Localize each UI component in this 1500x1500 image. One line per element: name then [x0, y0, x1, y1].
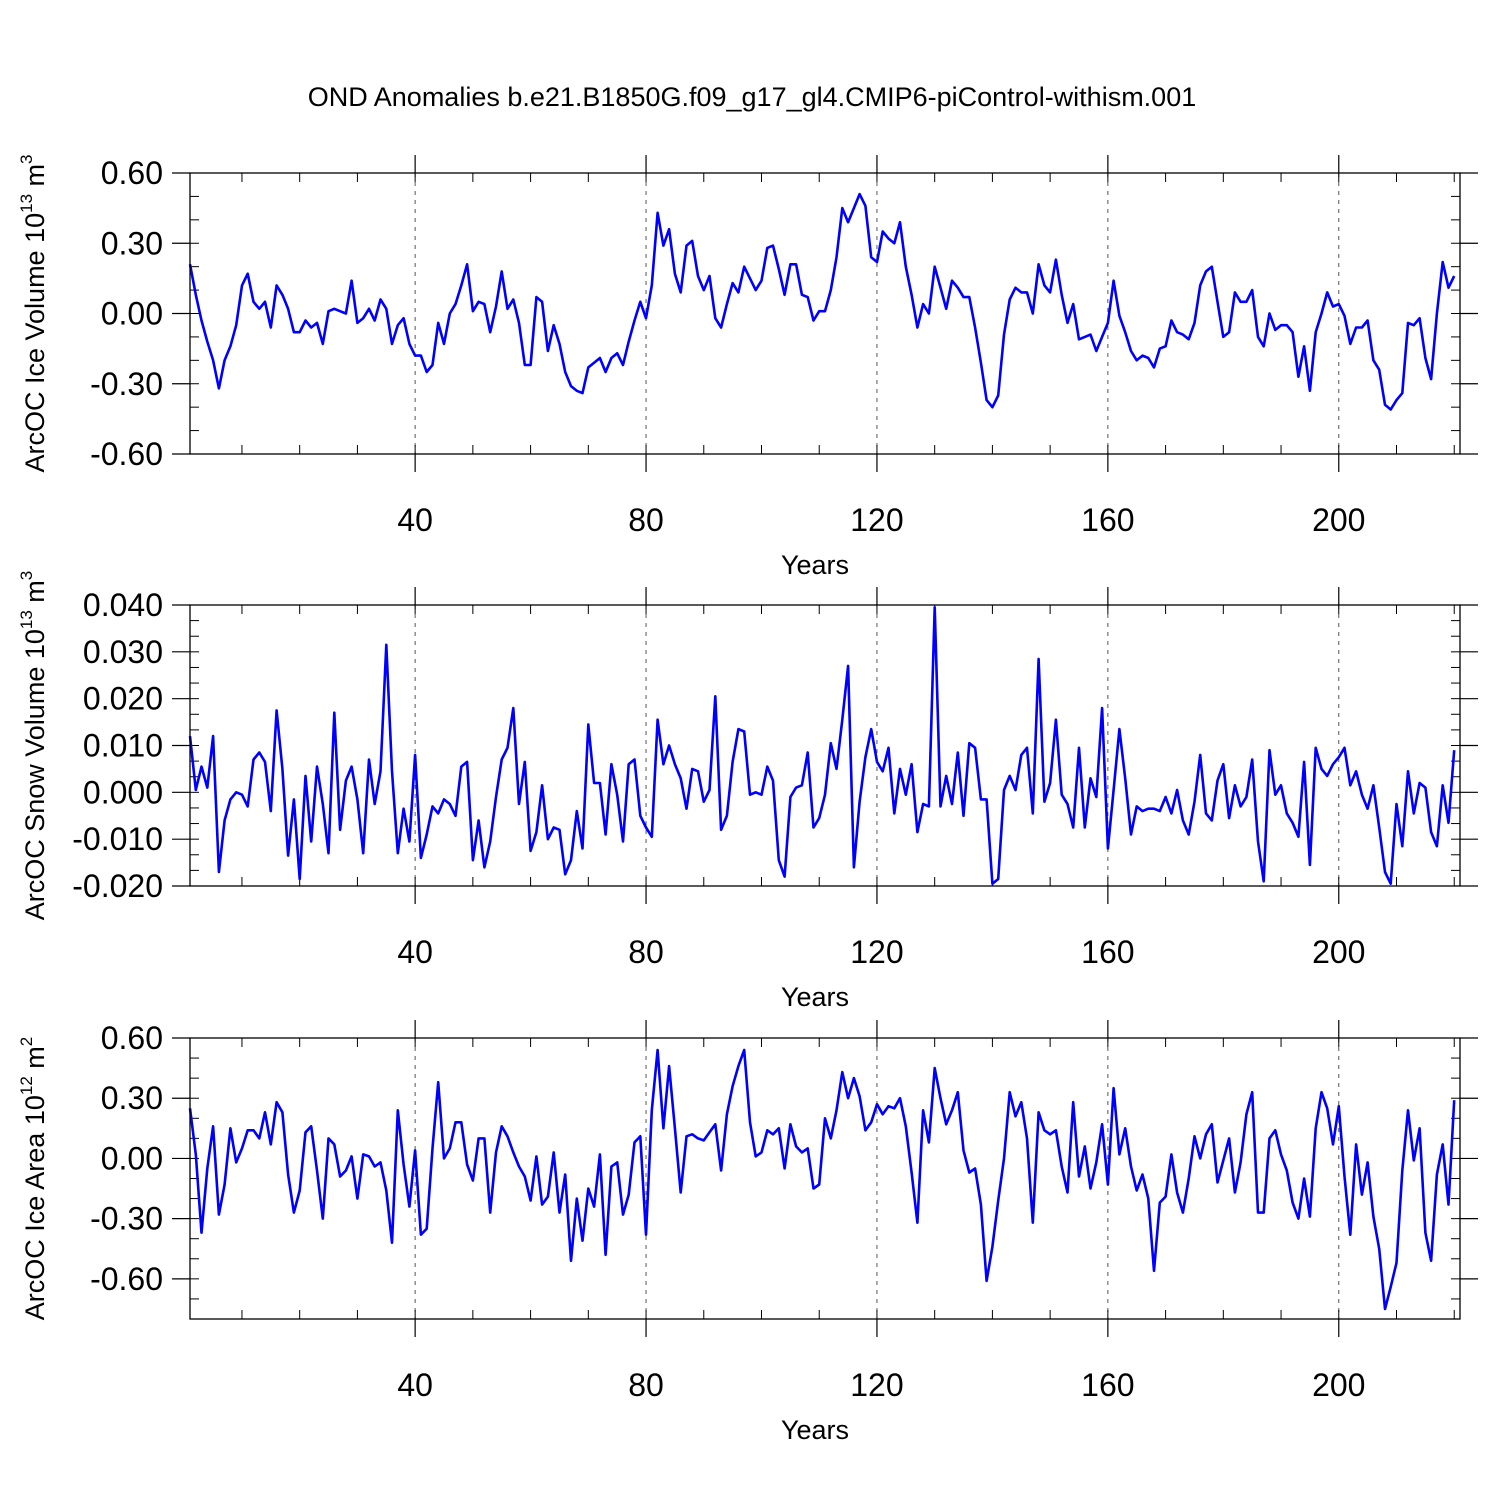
- x-tick-label: 40: [397, 934, 433, 970]
- y-axis-title-text: ArcOC Snow Volume 10: [20, 629, 50, 920]
- y-axis-title-superscript: 13: [17, 610, 36, 629]
- panel-ice-area: -0.60 -0.30 0.00 0.30 0.60 40 80 120 160 200 Years…: [17, 1020, 1478, 1445]
- x-tick-label: 160: [1081, 1367, 1134, 1403]
- y-axis-title-superscript: 3: [17, 154, 36, 163]
- x-tick-label: 80: [628, 502, 664, 538]
- y-tick-label: -0.60: [90, 436, 163, 472]
- y-tick-label: 0.000: [83, 774, 163, 810]
- x-tick-label: 200: [1312, 1367, 1365, 1403]
- y-tick-label: -0.30: [90, 1201, 163, 1237]
- y-tick-label: 0.30: [101, 225, 163, 261]
- y-tick-label: 0.010: [83, 728, 163, 764]
- y-tick-label: 0.60: [101, 155, 163, 191]
- y-axis-title-text: ArcOC Ice Volume 10: [20, 213, 50, 473]
- x-tick-label: 200: [1312, 502, 1365, 538]
- x-tick-label: 120: [850, 502, 903, 538]
- x-tick-label: 120: [850, 934, 903, 970]
- x-tick-label: 40: [397, 502, 433, 538]
- x-axis-title: Years: [781, 1415, 849, 1445]
- y-tick-label: -0.010: [72, 821, 163, 857]
- plot-frame: [189, 172, 1461, 455]
- y-axis-title-superscript: 13: [17, 194, 36, 213]
- panel-snow-volume: -0.020 -0.010 0.000 0.010 0.020 0.030 0.040 40 8…: [17, 571, 1478, 1012]
- y-axis-title: ArcOC Ice Area 1012 m2: [17, 1037, 50, 1321]
- panel-ice-volume: -0.60 -0.30 0.00 0.30 0.60 40 80 120 160 200 Years…: [17, 154, 1478, 580]
- x-tick-label: 80: [628, 1367, 664, 1403]
- y-axis-title-text: m: [20, 164, 50, 194]
- y-axis-title-text: ArcOC Ice Area 10: [20, 1095, 50, 1320]
- x-tick-label: 160: [1081, 502, 1134, 538]
- plot-frame: [189, 604, 1461, 887]
- plot-frame: [189, 1037, 1461, 1320]
- y-axis-title-superscript: 12: [17, 1076, 36, 1095]
- y-axis-title-text: m: [20, 580, 50, 610]
- y-tick-label: 0.60: [101, 1020, 163, 1056]
- y-axis-title-superscript: 3: [17, 571, 36, 580]
- y-axis-title-superscript: 2: [17, 1037, 36, 1046]
- series-line: [188, 1048, 1456, 1311]
- y-tick-label: 0.030: [83, 634, 163, 670]
- chart-title: OND Anomalies b.e21.B1850G.f09_g17_gl4.C…: [308, 82, 1196, 112]
- x-tick-label: 160: [1081, 934, 1134, 970]
- y-tick-label: -0.60: [90, 1261, 163, 1297]
- series-line: [188, 605, 1456, 886]
- y-axis-title: ArcOC Snow Volume 1013 m3: [17, 571, 50, 921]
- y-tick-label: 0.00: [101, 296, 163, 332]
- y-tick-label: -0.30: [90, 366, 163, 402]
- x-tick-label: 120: [850, 1367, 903, 1403]
- y-tick-label: 0.040: [83, 587, 163, 623]
- y-tick-label: 0.00: [101, 1140, 163, 1176]
- y-axis-title-text: m: [20, 1046, 50, 1076]
- x-axis-title: Years: [781, 550, 849, 580]
- x-tick-label: 80: [628, 934, 664, 970]
- x-tick-label: 40: [397, 1367, 433, 1403]
- x-tick-label: 200: [1312, 934, 1365, 970]
- series-line: [188, 192, 1456, 411]
- y-tick-label: 0.30: [101, 1080, 163, 1116]
- x-axis-title: Years: [781, 982, 849, 1012]
- y-axis-title: ArcOC Ice Volume 1013 m3: [17, 154, 50, 472]
- y-tick-label: -0.020: [72, 868, 163, 904]
- y-tick-label: 0.020: [83, 681, 163, 717]
